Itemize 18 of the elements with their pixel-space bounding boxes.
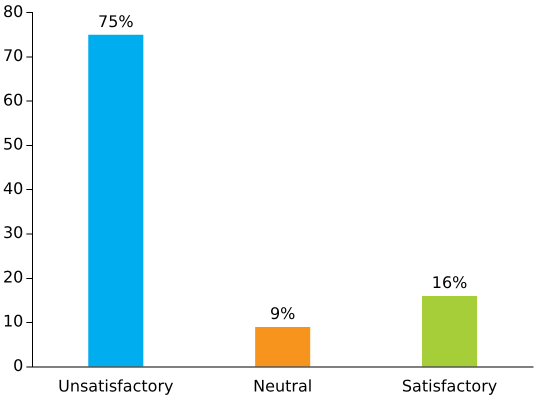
x-tick-label: Satisfactory: [402, 376, 498, 396]
bar: [422, 296, 478, 366]
data-label: 75%: [98, 12, 134, 31]
y-tick-label: 20: [3, 267, 24, 286]
y-tick-label: 50: [3, 134, 24, 154]
y-tick-label: 80: [3, 2, 24, 21]
y-tick-label: 70: [3, 46, 24, 66]
y-tick-label: 60: [3, 90, 24, 110]
y-tick-label: 30: [3, 223, 24, 242]
x-tick-label: Neutral: [253, 376, 312, 396]
data-label: 16%: [432, 273, 468, 292]
data-label: 9%: [270, 304, 296, 324]
x-tick-label: Unsatisfactory: [58, 376, 174, 396]
bar: [255, 326, 310, 366]
y-tick-label: 40: [3, 178, 24, 198]
bar: [88, 34, 144, 366]
y-tick-label: 0: [13, 356, 24, 375]
y-tick-label: 10: [3, 312, 24, 331]
